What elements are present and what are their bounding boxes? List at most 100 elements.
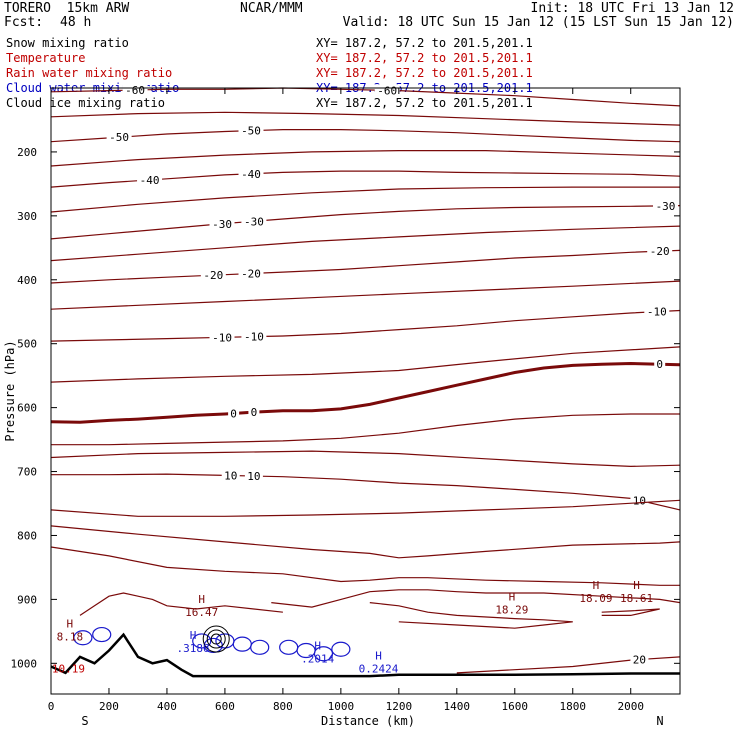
x-tick-label-600: 600: [215, 700, 235, 713]
contour-label-bg: [630, 653, 649, 666]
y-tick-label-900: 900: [17, 593, 37, 606]
contour-temp-m30-6: [50, 205, 681, 240]
legend-temperature-name: Temperature: [6, 51, 86, 65]
snow-contour: [210, 633, 222, 645]
cloud-water-contour: [313, 646, 334, 662]
contour-label-bg: [238, 167, 264, 180]
contour-label-bg: [244, 470, 263, 483]
forecast-hours: 48 h: [60, 15, 92, 30]
cloud-water-contour: [279, 639, 299, 655]
extremum-marker-6: H: [314, 640, 321, 653]
contour-label: -10: [244, 331, 264, 344]
legend-temperature-xy: XY= 187.2, 57.2 to 201.5,201.1: [316, 51, 533, 65]
snow-contour: [202, 625, 230, 653]
contour-label: 10: [224, 470, 237, 483]
contour-label-bg: [209, 217, 235, 230]
y-tick-label-800: 800: [17, 529, 37, 542]
extremum-marker-3: H: [633, 579, 640, 592]
terrain-line: [50, 632, 680, 678]
extremum-value-2: 18.09: [579, 592, 612, 605]
contour-label-bg: [238, 267, 264, 280]
y-tick-label-200: 200: [17, 146, 37, 159]
contour-label-bg: [238, 124, 264, 137]
contour-label: -50: [241, 125, 261, 138]
extremum-marker-0: H: [198, 593, 205, 606]
contour-temp-m15-9: [50, 280, 681, 310]
contour-temp-18-22: [601, 608, 660, 616]
legend-snow-xy: XY= 187.2, 57.2 to 201.5,201.1: [316, 36, 533, 50]
x-axis-label: Distance (km): [321, 714, 415, 728]
terrain-layer: [50, 625, 680, 678]
extremum-value-5: .3186: [176, 642, 209, 655]
contour-temp-15-20: [369, 602, 573, 629]
contour-temp-m60-0: [50, 87, 681, 107]
x-axis-north-label: N: [656, 714, 663, 728]
axes: 0 200 400 600 800 1000 1200 1400 1600 1800 2000200…: [11, 88, 680, 713]
extremum-marker-5: H: [190, 629, 197, 642]
extremum-value-6: .2014: [301, 653, 334, 666]
cloud-water-contour: [232, 636, 252, 652]
contour-temp-10-15: [51, 473, 681, 511]
x-tick-label-1600: 1600: [502, 700, 529, 713]
legend-snow-name: Snow mixing ratio: [6, 36, 129, 50]
legend-cloud-ice-name: Cloud ice mixing ratio: [6, 96, 165, 110]
extremum-value-4: 8.18: [57, 630, 84, 643]
contour-temp-10-16: [50, 499, 681, 517]
cloud-water-contour: [331, 641, 351, 657]
contour-label-bg: [122, 83, 148, 96]
contour-label: 0: [656, 358, 663, 371]
cloud-water-contour: [73, 630, 93, 646]
legend-rain-name: Rain water mixing ratio: [6, 66, 173, 80]
contour-temp-15-17: [50, 525, 681, 559]
y-tick-label-400: 400: [17, 274, 37, 287]
cloud-water-contour: [250, 639, 270, 655]
contour-label-bg: [647, 245, 673, 258]
y-tick-label-700: 700: [17, 466, 37, 479]
contour-label-bg: [221, 469, 240, 482]
contour-temp-5-13: [51, 413, 680, 446]
model-label: TORERO 15km ARW: [4, 1, 130, 16]
contour-label: -10: [212, 331, 232, 344]
contour-label-bg: [241, 330, 267, 343]
extremum-value-8: 10.19: [52, 662, 85, 675]
x-tick-label-400: 400: [157, 700, 177, 713]
x-tick-label-1200: 1200: [386, 700, 413, 713]
temperature-contours: -60 -60-50-50-40 -40-30 -30-30-20 -20-20-10-…: [50, 83, 681, 674]
x-tick-label-1000: 1000: [328, 700, 355, 713]
contour-temp-15-18: [50, 546, 680, 586]
cloud-water-contour: [192, 633, 212, 649]
contour-label: -40: [140, 174, 160, 187]
x-tick-label-0: 0: [48, 700, 55, 713]
x-tick-label-800: 800: [273, 700, 293, 713]
x-tick-label-1800: 1800: [560, 700, 587, 713]
snow-contour: [206, 629, 226, 649]
y-tick-label-500: 500: [17, 338, 37, 351]
contour-temp-m45-3: [50, 150, 681, 167]
contour-label: -30: [656, 200, 676, 213]
contour-temp-15-19: [271, 589, 681, 608]
contour-label-bg: [209, 331, 235, 344]
init-time: Init: 18 UTC Fri 13 Jan 12: [530, 1, 735, 16]
contour-label: -30: [244, 215, 264, 228]
contour-label: 0: [251, 406, 258, 419]
contour-label-bg: [248, 406, 260, 419]
contour-temp-m20-8: [50, 249, 681, 284]
contour-label-bg: [644, 305, 670, 318]
x-tick-label-1400: 1400: [444, 700, 471, 713]
extremum-value-3: 18.61: [620, 592, 653, 605]
contour-temp-0-12: [50, 361, 681, 424]
extremum-marker-1: H: [509, 591, 516, 604]
contour-temp-5-14: [50, 450, 681, 468]
y-tick-label-1000: 1000: [11, 657, 38, 670]
contour-label: -30: [212, 218, 232, 231]
contour-label-bg: [241, 215, 267, 228]
contour-label: 0: [230, 407, 237, 420]
plot-frame: [50, 87, 681, 695]
organization-label: NCAR/MMM: [240, 1, 303, 16]
x-tick-label-200: 200: [99, 700, 119, 713]
contour-label: -20: [203, 269, 223, 282]
contour-label: -10: [647, 306, 667, 319]
contour-temp-m55-1: [50, 111, 681, 126]
x-tick-label-2000: 2000: [617, 700, 644, 713]
